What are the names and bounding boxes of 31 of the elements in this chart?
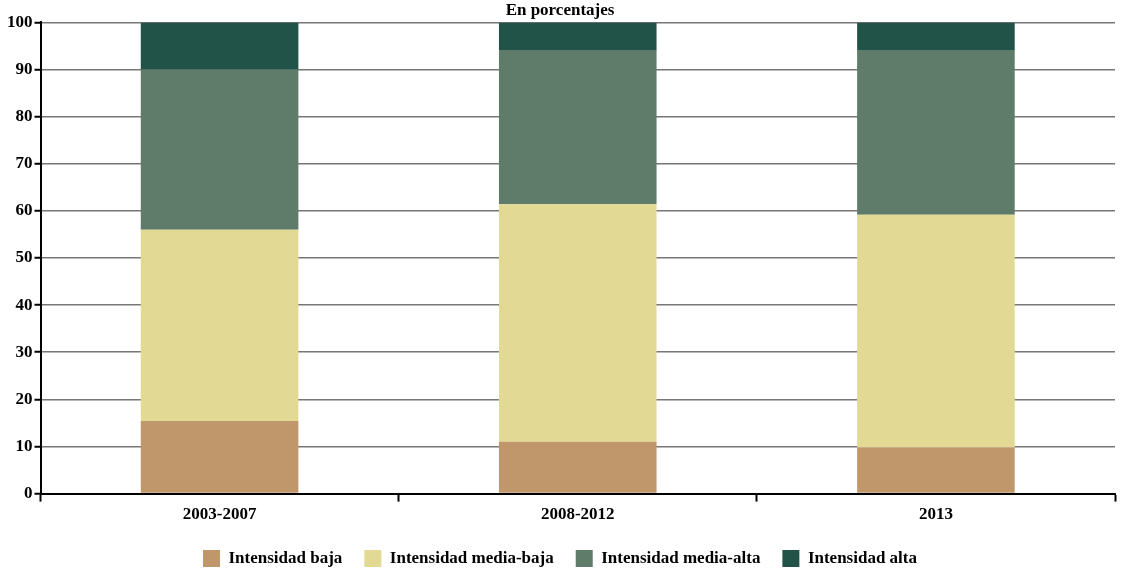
y-tick-label: 40: [15, 294, 33, 314]
bar: [140, 22, 299, 70]
y-tick-label: 30: [15, 341, 33, 361]
y-tick-label: 60: [15, 200, 33, 220]
legend-label: Intensidad media-alta: [601, 547, 761, 567]
x-tick-label: 2013: [918, 504, 953, 524]
y-tick-label: 90: [15, 58, 33, 78]
bar: [140, 229, 299, 422]
x-tick-label: 2003-2007: [182, 504, 257, 524]
bar: [857, 214, 1015, 448]
bar: [857, 22, 1015, 51]
bar: [140, 69, 299, 230]
y-tick-label: 0: [24, 482, 33, 502]
chart-title: En porcentajes: [505, 0, 615, 19]
legend-label: Intensidad media-baja: [389, 547, 555, 567]
bar: [498, 204, 657, 442]
y-tick-label: 50: [15, 247, 33, 267]
x-tick-label: 2008-2012: [540, 504, 615, 524]
bar: [857, 447, 1015, 493]
y-tick-label: 100: [7, 11, 33, 31]
bar: [140, 421, 299, 493]
bar: [857, 50, 1015, 215]
y-tick-label: 10: [15, 435, 33, 455]
bar: [498, 50, 657, 205]
legend-label: Intensidad baja: [228, 547, 343, 567]
y-tick-label: 70: [15, 153, 33, 173]
bar: [498, 441, 657, 493]
legend-label: Intensidad alta: [807, 547, 918, 567]
y-tick-label: 20: [15, 388, 33, 408]
y-tick-label: 80: [15, 106, 33, 126]
bar: [498, 22, 657, 51]
